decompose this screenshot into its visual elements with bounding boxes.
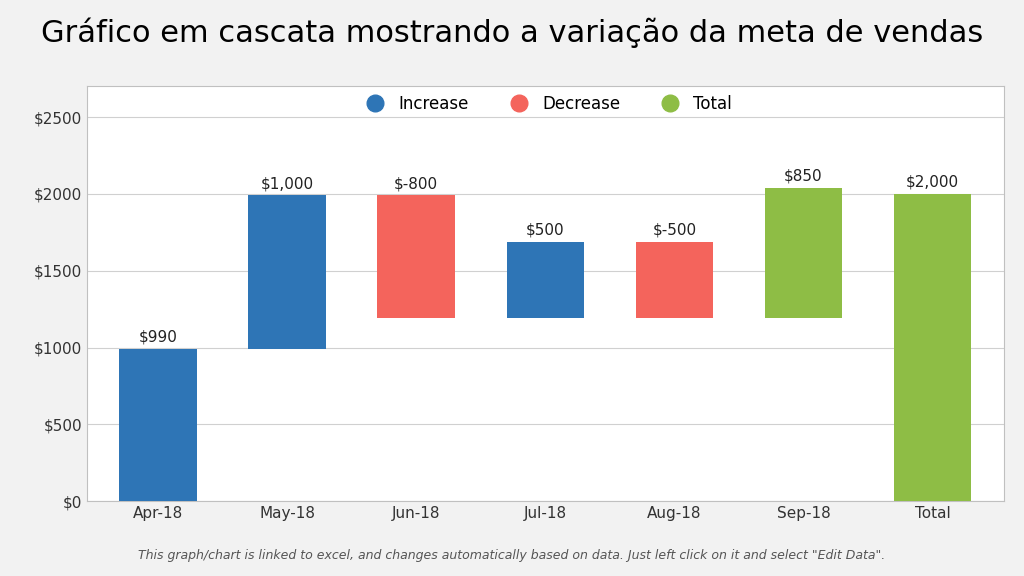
Text: Gráfico em cascata mostrando a variação da meta de vendas: Gráfico em cascata mostrando a variação … xyxy=(41,17,983,48)
Bar xyxy=(249,195,326,349)
Text: $1,000: $1,000 xyxy=(260,176,313,191)
Bar xyxy=(507,241,584,319)
Bar xyxy=(765,188,842,319)
Text: This graph/chart is linked to excel, and changes automatically based on data. Ju: This graph/chart is linked to excel, and… xyxy=(138,548,886,562)
Text: $-500: $-500 xyxy=(652,222,696,237)
Legend: Increase, Decrease, Total: Increase, Decrease, Total xyxy=(358,94,732,113)
Bar xyxy=(378,195,455,319)
Text: $990: $990 xyxy=(138,329,177,345)
Text: $2,000: $2,000 xyxy=(906,175,959,190)
Text: $500: $500 xyxy=(526,222,564,237)
Text: $850: $850 xyxy=(784,168,822,184)
Bar xyxy=(120,349,197,501)
Text: $-800: $-800 xyxy=(394,176,438,191)
Bar xyxy=(636,241,713,319)
Bar xyxy=(894,194,971,501)
